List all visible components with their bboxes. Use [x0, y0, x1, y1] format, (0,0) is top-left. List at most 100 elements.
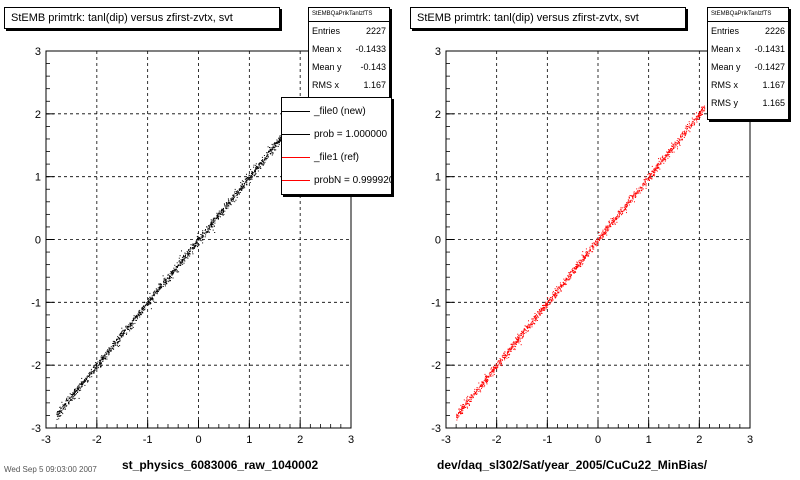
left-data-point — [258, 164, 260, 166]
left-data-point — [174, 270, 176, 272]
right-data-point — [508, 357, 510, 358]
right-data-point — [499, 362, 501, 364]
right-data-point — [691, 122, 693, 124]
right-data-point — [482, 382, 484, 383]
right-data-point — [674, 146, 676, 148]
left-data-point — [56, 412, 58, 414]
right-data-point — [517, 337, 519, 339]
left-data-point — [100, 366, 101, 367]
right-data-point — [604, 232, 606, 234]
left-data-point — [135, 319, 137, 321]
right-data-point — [617, 217, 619, 219]
right-data-point — [539, 314, 541, 316]
right-data-point — [500, 358, 502, 360]
right-data-point — [672, 146, 674, 148]
right-data-point — [492, 369, 494, 371]
legend-entry-probn: probN = 0.999920 — [282, 169, 391, 192]
left-data-point — [99, 364, 101, 366]
right-data-point — [517, 336, 518, 338]
right-data-point — [612, 223, 614, 225]
left-data-point — [274, 142, 276, 144]
right-data-point — [557, 292, 559, 293]
left-data-point — [127, 326, 129, 328]
right-data-point — [545, 302, 547, 304]
right-data-point — [605, 229, 607, 231]
left-data-point — [232, 201, 234, 202]
right-data-point — [517, 339, 519, 341]
legend-swatch-file1 — [282, 157, 310, 158]
left-data-point — [140, 312, 142, 314]
left-data-point — [276, 145, 278, 147]
left-data-point — [190, 248, 192, 250]
left-data-point — [128, 328, 130, 330]
right-data-point — [568, 278, 570, 280]
left-data-point — [271, 149, 273, 151]
right-data-point — [535, 317, 537, 319]
right-data-point — [515, 337, 517, 339]
left-data-point — [102, 358, 103, 360]
right-data-point — [576, 264, 578, 266]
left-data-point — [142, 306, 144, 308]
right-data-point — [563, 278, 565, 280]
left-data-point — [117, 341, 119, 343]
right-data-point — [462, 412, 464, 414]
right-data-point — [619, 212, 621, 214]
right-data-point — [463, 404, 465, 405]
left-data-point — [99, 361, 101, 363]
left-data-point — [190, 244, 192, 246]
left-data-point — [64, 404, 66, 406]
right-data-point — [546, 302, 548, 304]
right-data-point — [528, 327, 530, 329]
right-data-point — [481, 385, 483, 387]
right-stats-header: StEMBQaPrikTanlzfTS — [708, 8, 788, 22]
left-data-point — [155, 292, 157, 294]
right-data-point — [661, 157, 663, 159]
right-data-point — [493, 372, 495, 374]
right-data-point — [472, 397, 474, 399]
right-data-point — [633, 191, 635, 193]
left-data-point — [251, 174, 253, 176]
right-data-point — [636, 193, 637, 195]
left-data-point — [79, 390, 80, 392]
right-data-point — [654, 169, 656, 171]
left-data-point — [71, 399, 73, 401]
right-data-point — [551, 299, 553, 301]
right-data-point — [697, 116, 699, 118]
left-data-point — [139, 312, 141, 313]
right-data-point — [497, 360, 499, 362]
right-data-point — [516, 342, 517, 344]
right-data-point — [657, 166, 659, 168]
left-data-point — [60, 408, 62, 410]
right-data-point — [657, 162, 659, 164]
left-data-point — [65, 403, 67, 405]
right-data-point — [459, 411, 461, 413]
left-data-point — [152, 298, 154, 300]
right-data-point — [579, 262, 580, 263]
left-data-point — [233, 194, 235, 196]
left-data-point — [122, 334, 124, 336]
left-data-point — [222, 208, 224, 210]
right-data-point — [571, 269, 573, 271]
left-data-point — [172, 270, 174, 272]
left-data-point — [267, 156, 269, 158]
right-data-point — [542, 305, 543, 306]
left-data-point — [80, 383, 82, 385]
left-data-point — [100, 365, 102, 367]
left-data-point — [124, 330, 125, 332]
left-data-point — [216, 215, 218, 217]
right-data-point — [576, 263, 578, 265]
right-data-point — [577, 262, 579, 264]
left-data-point — [230, 198, 232, 200]
left-data-point — [147, 300, 149, 302]
right-data-point — [600, 237, 602, 239]
right-data-point — [628, 201, 630, 203]
right-data-point — [693, 124, 695, 126]
right-data-point — [513, 341, 515, 343]
right-data-point — [628, 197, 630, 199]
left-data-point — [206, 226, 208, 228]
right-data-point — [616, 218, 618, 219]
right-data-point — [521, 333, 522, 334]
right-data-point — [662, 155, 664, 157]
left-data-point — [202, 242, 204, 244]
left-data-point — [279, 136, 281, 138]
